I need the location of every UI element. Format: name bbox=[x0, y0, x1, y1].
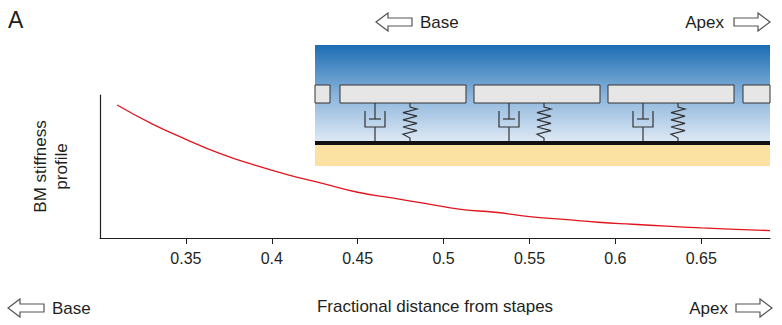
svg-text:0.55: 0.55 bbox=[514, 250, 545, 267]
svg-text:profile: profile bbox=[52, 143, 71, 189]
svg-text:Base: Base bbox=[420, 13, 459, 32]
svg-text:0.45: 0.45 bbox=[342, 250, 373, 267]
svg-text:Apex: Apex bbox=[685, 13, 724, 32]
svg-text:0.4: 0.4 bbox=[261, 250, 283, 267]
svg-text:0.6: 0.6 bbox=[604, 250, 626, 267]
svg-text:A: A bbox=[8, 7, 24, 33]
svg-text:0.35: 0.35 bbox=[170, 250, 201, 267]
svg-text:0.5: 0.5 bbox=[432, 250, 454, 267]
svg-text:0.65: 0.65 bbox=[686, 250, 717, 267]
svg-text:Fractional distance from stape: Fractional distance from stapes bbox=[317, 297, 553, 316]
svg-text:Base: Base bbox=[52, 299, 91, 318]
svg-text:Apex: Apex bbox=[689, 299, 728, 318]
svg-text:BM stiffness: BM stiffness bbox=[31, 120, 50, 212]
